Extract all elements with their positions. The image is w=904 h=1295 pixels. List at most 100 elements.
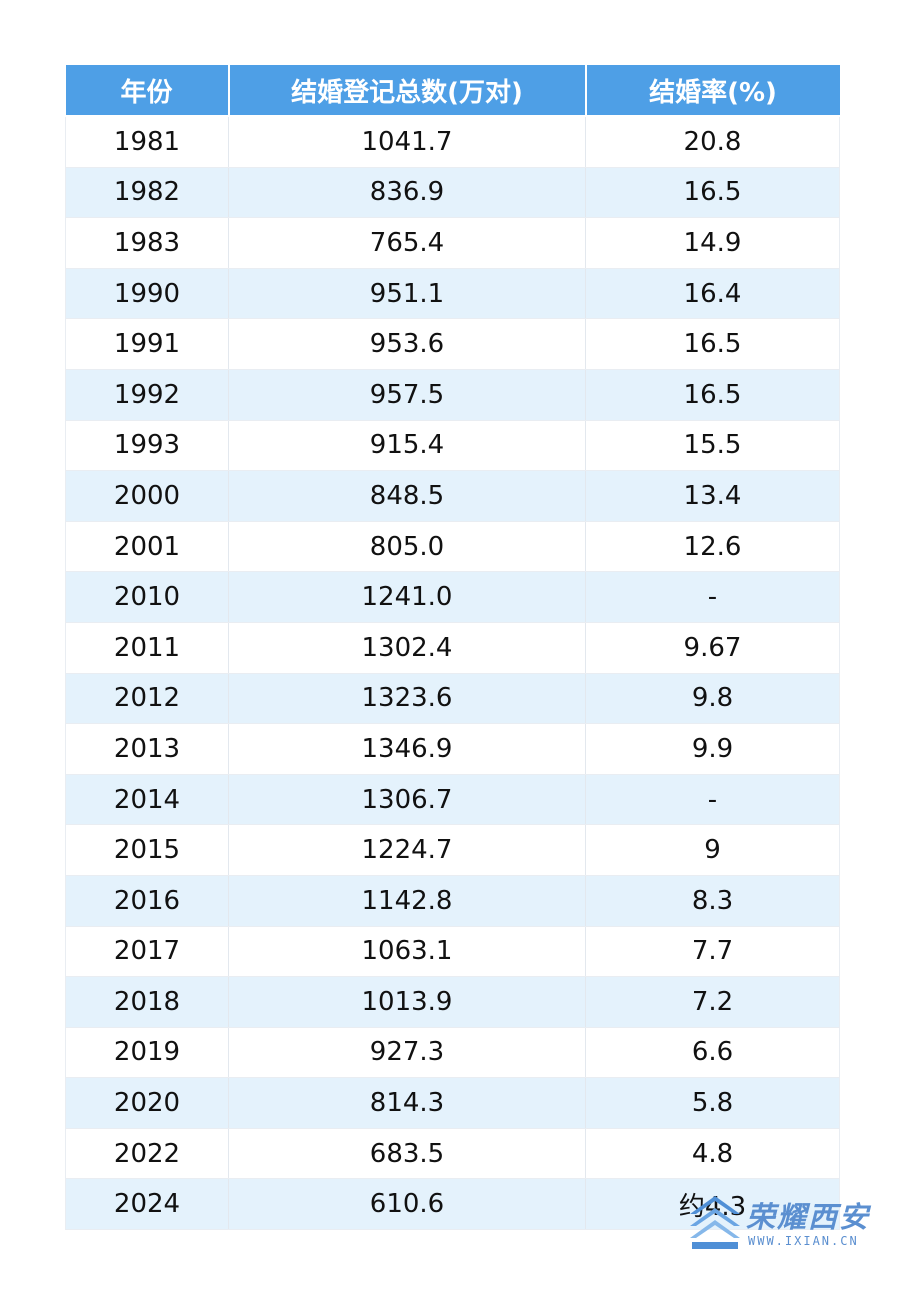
cell-registrations: 927.3	[228, 1027, 586, 1079]
table-row: 2011 1302.4 9.67	[65, 622, 840, 674]
table-row: 2010 1241.0-	[65, 571, 840, 623]
header-year: 年份	[65, 65, 230, 117]
cell-year: 1983	[65, 217, 229, 269]
cell-marriage-rate: 12.6	[585, 521, 840, 573]
cell-marriage-rate: 9	[585, 824, 840, 876]
cell-marriage-rate: 5.8	[585, 1077, 840, 1129]
table-row: 2020 814.3 5.8	[65, 1077, 840, 1129]
building-logo-icon	[690, 1196, 740, 1249]
table-row: 1991 953.6 16.5	[65, 318, 840, 370]
cell-year: 2013	[65, 723, 229, 775]
table-row: 2018 1013.9 7.2	[65, 976, 840, 1028]
header-row: 年份 结婚登记总数(万对) 结婚率(%)	[65, 65, 840, 117]
cell-year: 1982	[65, 167, 229, 219]
table-row: 1990 951.1 16.4	[65, 268, 840, 320]
table-row: 2024 610.6 约4.3	[65, 1178, 840, 1231]
cell-marriage-rate: 16.4	[585, 268, 840, 320]
cell-registrations: 953.6	[228, 318, 586, 370]
cell-year: 2017	[65, 926, 229, 978]
table-row: 2015 1224.7 9	[65, 824, 840, 876]
cell-registrations: 848.5	[228, 470, 586, 522]
cell-registrations: 1302.4	[228, 622, 586, 674]
cell-registrations: 1063.1	[228, 926, 586, 978]
watermark-url: WWW.IXIAN.CN	[748, 1234, 859, 1248]
cell-registrations: 1224.7	[228, 824, 586, 876]
cell-registrations: 805.0	[228, 521, 586, 573]
cell-marriage-rate: 8.3	[585, 875, 840, 927]
cell-year: 2019	[65, 1027, 229, 1079]
cell-marriage-rate: 约4.3	[585, 1178, 840, 1231]
cell-registrations: 1041.7	[228, 116, 586, 168]
cell-year: 1981	[65, 116, 229, 168]
cell-marriage-rate: 15.5	[585, 420, 840, 472]
cell-marriage-rate: 4.8	[585, 1128, 840, 1180]
cell-year: 2001	[65, 521, 229, 573]
cell-year: 2020	[65, 1077, 229, 1129]
cell-registrations: 610.6	[228, 1178, 586, 1231]
table-row: 1993 915.4 15.5	[65, 420, 840, 472]
table-header: 年份 结婚登记总数(万对) 结婚率(%)	[65, 65, 840, 117]
table-row: 2001 805.0 12.6	[65, 521, 840, 573]
cell-marriage-rate: 9.67	[585, 622, 840, 674]
table-row: 1983 765.4 14.9	[65, 217, 840, 269]
watermark-logo: 荣耀西安 WWW.IXIAN.CN	[686, 1190, 886, 1260]
cell-year: 2024	[65, 1178, 229, 1231]
table-row: 2016 1142.8 8.3	[65, 875, 840, 927]
table-row: 2022 683.5 4.8	[65, 1128, 840, 1180]
cell-marriage-rate: 7.2	[585, 976, 840, 1028]
cell-registrations: 683.5	[228, 1128, 586, 1180]
cell-marriage-rate: -	[585, 774, 840, 826]
cell-year: 2000	[65, 470, 229, 522]
cell-registrations: 1241.0	[228, 571, 586, 623]
cell-marriage-rate: 6.6	[585, 1027, 840, 1079]
table-row: 2017 1063.1 7.7	[65, 926, 840, 978]
header-registrations: 结婚登记总数(万对)	[228, 65, 587, 117]
cell-registrations: 1323.6	[228, 673, 586, 725]
cell-year: 1992	[65, 369, 229, 421]
cell-registrations: 915.4	[228, 420, 586, 472]
table-row: 2014 1306.7-	[65, 774, 840, 826]
cell-marriage-rate: 13.4	[585, 470, 840, 522]
header-marriage-rate: 结婚率(%)	[585, 65, 840, 117]
cell-marriage-rate: 9.8	[585, 673, 840, 725]
cell-marriage-rate: 14.9	[585, 217, 840, 269]
cell-registrations: 957.5	[228, 369, 586, 421]
cell-year: 2014	[65, 774, 229, 826]
table-row: 1981 1041.7 20.8	[65, 116, 840, 168]
cell-marriage-rate: 16.5	[585, 369, 840, 421]
table-row: 2000 848.5 13.4	[65, 470, 840, 522]
cell-year: 2010	[65, 571, 229, 623]
table-row: 1982 836.9 16.5	[65, 167, 840, 219]
cell-registrations: 1013.9	[228, 976, 586, 1028]
cell-marriage-rate: 16.5	[585, 318, 840, 370]
table-row: 1992 957.5 16.5	[65, 369, 840, 421]
cell-year: 1990	[65, 268, 229, 320]
cell-marriage-rate: 9.9	[585, 723, 840, 775]
cell-year: 2022	[65, 1128, 229, 1180]
cell-marriage-rate: 20.8	[585, 116, 840, 168]
cell-registrations: 1346.9	[228, 723, 586, 775]
table-body: 1981 1041.7 20.8 1982 836.9 16.5 1983 765.4 14.9…	[65, 116, 840, 1231]
watermark-name: 荣耀西安	[746, 1200, 871, 1234]
marriage-registration-table: 年份 结婚登记总数(万对) 结婚率(%) 1981 1041.7 20.8 1982 8…	[65, 65, 840, 1231]
cell-marriage-rate: 7.7	[585, 926, 840, 978]
table-row: 2012 1323.6 9.8	[65, 673, 840, 725]
cell-registrations: 951.1	[228, 268, 586, 320]
cell-year: 2016	[65, 875, 229, 927]
cell-marriage-rate: -	[585, 571, 840, 623]
cell-year: 2018	[65, 976, 229, 1028]
cell-year: 2012	[65, 673, 229, 725]
cell-year: 1991	[65, 318, 229, 370]
cell-marriage-rate: 16.5	[585, 167, 840, 219]
cell-registrations: 836.9	[228, 167, 586, 219]
table-row: 2019 927.3 6.6	[65, 1027, 840, 1079]
cell-registrations: 1142.8	[228, 875, 586, 927]
cell-year: 2015	[65, 824, 229, 876]
cell-year: 2011	[65, 622, 229, 674]
cell-registrations: 1306.7	[228, 774, 586, 826]
data-table-container: 年份 结婚登记总数(万对) 结婚率(%) 1981 1041.7 20.8 1982 8…	[65, 65, 840, 1231]
cell-registrations: 814.3	[228, 1077, 586, 1129]
cell-registrations: 765.4	[228, 217, 586, 269]
cell-year: 1993	[65, 420, 229, 472]
table-row: 2013 1346.9 9.9	[65, 723, 840, 775]
